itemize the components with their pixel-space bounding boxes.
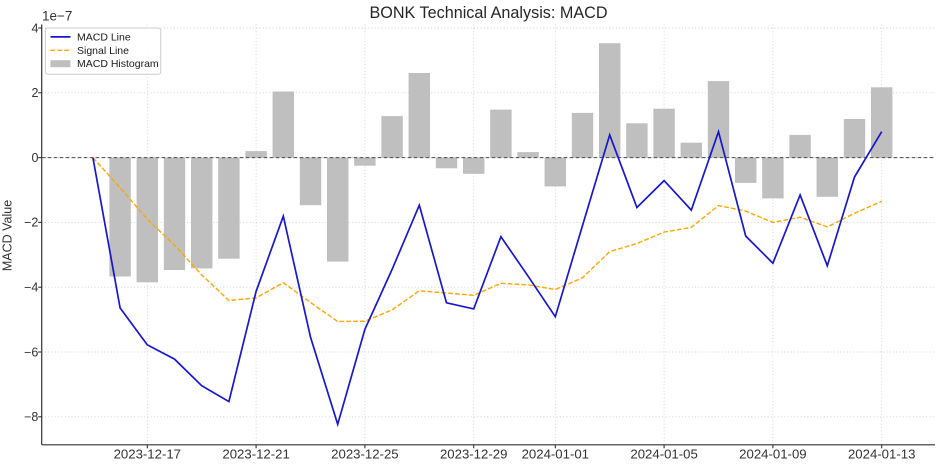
svg-text:2024-01-09: 2024-01-09 bbox=[739, 447, 806, 462]
svg-text:MACD Value: MACD Value bbox=[1, 200, 15, 271]
svg-text:1e−7: 1e−7 bbox=[42, 9, 72, 24]
svg-text:2: 2 bbox=[31, 86, 38, 100]
svg-text:2024-01-13: 2024-01-13 bbox=[848, 447, 915, 462]
svg-text:Signal Line: Signal Line bbox=[77, 45, 129, 57]
svg-text:−6: −6 bbox=[24, 345, 38, 359]
svg-text:MACD Histogram: MACD Histogram bbox=[77, 58, 159, 70]
svg-text:2024-01-01: 2024-01-01 bbox=[522, 447, 589, 462]
svg-text:−2: −2 bbox=[24, 216, 38, 230]
svg-text:2023-12-17: 2023-12-17 bbox=[114, 447, 181, 462]
svg-text:−4: −4 bbox=[24, 281, 38, 295]
svg-text:BONK Technical Analysis: MACD: BONK Technical Analysis: MACD bbox=[369, 4, 607, 22]
svg-text:2023-12-29: 2023-12-29 bbox=[440, 447, 507, 462]
svg-text:0: 0 bbox=[31, 151, 38, 165]
svg-text:MACD Line: MACD Line bbox=[77, 31, 131, 43]
svg-text:2023-12-21: 2023-12-21 bbox=[222, 447, 289, 462]
svg-text:2023-12-25: 2023-12-25 bbox=[331, 447, 398, 462]
svg-text:−8: −8 bbox=[24, 410, 38, 424]
svg-text:2024-01-05: 2024-01-05 bbox=[630, 447, 697, 462]
svg-text:4: 4 bbox=[31, 21, 38, 35]
